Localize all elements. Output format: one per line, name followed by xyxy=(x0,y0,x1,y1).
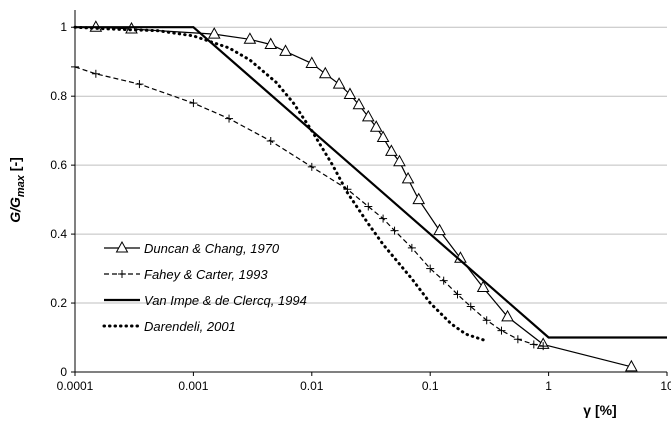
x-tick-label: 10 xyxy=(660,379,671,393)
triangle-marker xyxy=(401,171,415,184)
triangle-marker xyxy=(343,87,357,99)
axes-layer xyxy=(74,10,667,373)
legend-label: Fahey & Carter, 1993 xyxy=(144,267,268,282)
y-tick-label: 0.6 xyxy=(50,158,67,172)
triangle-marker xyxy=(332,77,346,89)
series-3 xyxy=(73,25,489,343)
triangle-marker xyxy=(376,130,390,143)
y-tick-label: 0 xyxy=(60,365,67,379)
triangle-marker xyxy=(385,144,398,156)
triangle-marker xyxy=(393,154,406,167)
x-tick-label: 1 xyxy=(545,379,552,393)
y-axis-title-sub: max xyxy=(15,174,27,197)
series-line xyxy=(95,26,632,368)
legend-label: Duncan & Chang, 1970 xyxy=(144,241,280,256)
triangle-marker xyxy=(243,32,257,44)
legend-entry: Van Impe & de Clercq, 1994 xyxy=(104,293,307,308)
triangle-marker xyxy=(115,240,129,253)
y-tick-label: 0.8 xyxy=(50,89,67,103)
triangle-marker xyxy=(305,56,319,68)
ticks-layer: 0.0001 0.001 0.01 0.1 1 10 0 0.2 0.4 0.6 0.8 1 xyxy=(50,20,671,393)
series-1 xyxy=(71,62,548,351)
y-axis-title-unit: [-] xyxy=(7,157,23,175)
triangle-marker xyxy=(279,44,292,56)
triangle-marker xyxy=(207,27,221,39)
triangle-marker xyxy=(352,97,366,110)
legend-entry: Darendeli, 2001 xyxy=(102,319,236,334)
series-2 xyxy=(75,26,667,339)
x-tick-label: 0.0001 xyxy=(57,379,94,393)
grid-layer xyxy=(75,26,667,304)
x-tick-label: 0.1 xyxy=(422,379,439,393)
triangle-marker xyxy=(501,309,514,322)
y-axis-title-main: G/G xyxy=(7,197,23,223)
series-line xyxy=(75,26,667,339)
y-tick-label: 0.4 xyxy=(50,227,67,241)
triangle-marker xyxy=(625,359,638,372)
legend: Duncan & Chang, 1970 Fahey & Carter, 1993… xyxy=(102,240,307,334)
x-tick-label: 0.001 xyxy=(178,379,208,393)
triangle-marker xyxy=(369,120,383,132)
series-line xyxy=(73,25,489,343)
y-tick-label: 1 xyxy=(60,20,67,34)
triangle-marker xyxy=(361,109,375,122)
legend-label: Van Impe & de Clercq, 1994 xyxy=(144,293,307,308)
legend-label: Darendeli, 2001 xyxy=(144,319,236,334)
y-tick-label: 0.2 xyxy=(50,296,67,310)
triangle-marker xyxy=(433,223,446,236)
legend-entry: Fahey & Carter, 1993 xyxy=(104,267,268,282)
x-tick-label: 0.01 xyxy=(300,379,324,393)
triangle-marker xyxy=(476,280,490,293)
legend-entry: Duncan & Chang, 1970 xyxy=(104,240,280,256)
series-layer xyxy=(71,20,667,372)
triangle-marker xyxy=(318,66,332,79)
triangle-marker xyxy=(412,192,426,205)
triangle-marker xyxy=(264,37,278,49)
x-axis-title: γ [%] xyxy=(583,402,616,418)
y-axis-title: G/Gmax [-] xyxy=(7,157,27,223)
